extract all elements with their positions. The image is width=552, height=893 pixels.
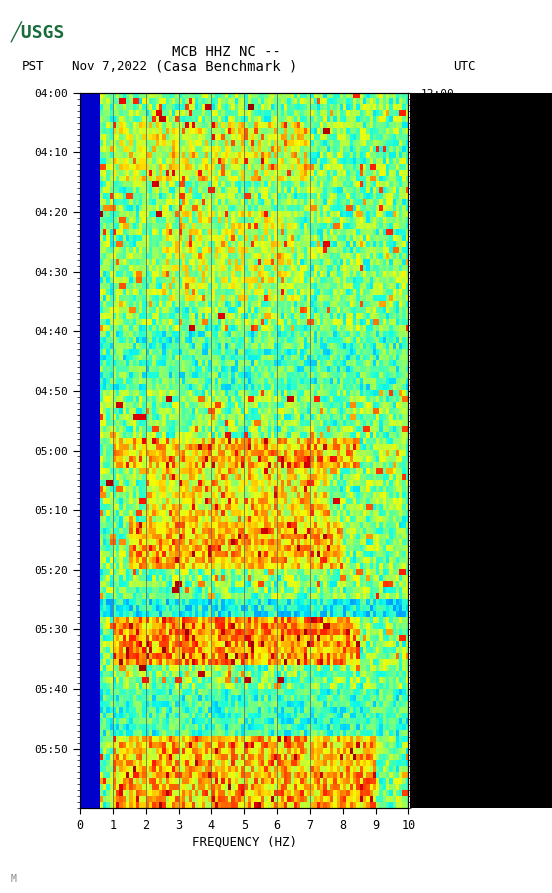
Text: Nov 7,2022: Nov 7,2022 [72,61,147,73]
Text: ╱USGS: ╱USGS [11,22,66,44]
Text: UTC: UTC [453,61,475,73]
Text: PST: PST [22,61,45,73]
X-axis label: FREQUENCY (HZ): FREQUENCY (HZ) [192,836,297,848]
Bar [80,93,100,808]
Text: M: M [11,874,17,884]
Text: MCB HHZ NC --: MCB HHZ NC -- [172,45,281,59]
Text: (Casa Benchmark ): (Casa Benchmark ) [155,60,298,74]
